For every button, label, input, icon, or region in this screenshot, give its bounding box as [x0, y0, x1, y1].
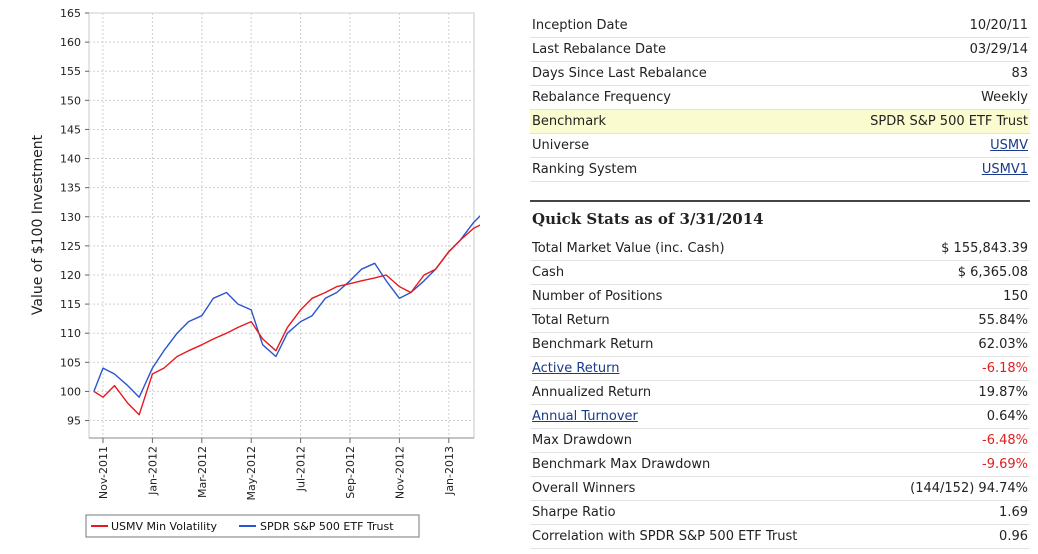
stat-value: -9.69%: [982, 457, 1028, 472]
y-axis: 95 100 105 110 115 120 125 130 135 140 145 150 155 16…: [60, 7, 89, 428]
active-return-link[interactable]: Active Return: [532, 361, 620, 376]
grid-lines: [89, 12, 474, 438]
x-tick-label: Nov-2011: [97, 446, 110, 499]
stat-row-benchmark-max-drawdown: Benchmark Max Drawdown -9.69%: [530, 453, 1030, 477]
series-lines: [93, 214, 480, 416]
x-tick-label: Jan-2012: [146, 446, 159, 496]
plot-area: [88, 12, 475, 439]
info-label: Rebalance Frequency: [532, 90, 671, 105]
stat-value: 150: [1003, 289, 1028, 304]
stat-label: Annualized Return: [532, 385, 652, 400]
stat-value: 0.64%: [986, 409, 1028, 424]
quick-stats: Total Market Value (inc. Cash) $ 155,843…: [530, 237, 1030, 549]
info-row-rebalance-frequency: Rebalance Frequency Weekly: [530, 86, 1030, 110]
y-tick-label: 140: [60, 153, 81, 166]
stat-value: $ 155,843.39: [941, 241, 1028, 256]
info-value: 03/29/14: [969, 42, 1028, 57]
stat-label: Correlation with SPDR S&P 500 ETF Trust: [532, 529, 798, 544]
stat-label: Sharpe Ratio: [532, 505, 616, 520]
info-value: SPDR S&P 500 ETF Trust: [870, 114, 1028, 129]
x-tick-label: Nov-2012: [393, 446, 406, 499]
stat-row-total-market-value: Total Market Value (inc. Cash) $ 155,843…: [530, 237, 1030, 261]
info-row-benchmark: Benchmark SPDR S&P 500 ETF Trust: [530, 110, 1030, 134]
y-axis-label: Value of $100 Investment: [30, 134, 46, 315]
info-value: 83: [1011, 66, 1028, 81]
performance-chart: 95 100 105 110 115 120 125 130 135 140 145 150 155 16…: [0, 0, 480, 554]
stat-value: 0.96: [999, 529, 1028, 544]
y-tick-label: 95: [67, 415, 81, 428]
y-tick-label: 115: [60, 298, 81, 311]
stat-value: 55.84%: [978, 313, 1028, 328]
y-tick-label: 105: [60, 356, 81, 369]
universe-link[interactable]: USMV: [990, 138, 1028, 153]
stat-value: 62.03%: [978, 337, 1028, 352]
y-tick-label: 100: [60, 385, 81, 398]
info-label: Benchmark: [532, 114, 607, 129]
info-row-universe: Universe USMV: [530, 134, 1030, 158]
stat-label: Max Drawdown: [532, 433, 633, 448]
legend-label-usmv: USMV Min Volatility: [111, 520, 218, 533]
info-label: Days Since Last Rebalance: [532, 66, 707, 81]
stat-value: (144/152) 94.74%: [910, 481, 1028, 496]
x-axis: Nov-2011 Jan-2012 Mar-2012 May-2012 Jul-2012…: [89, 437, 474, 501]
stat-row-annualized-return: Annualized Return 19.87%: [530, 381, 1030, 405]
y-tick-label: 145: [60, 123, 81, 136]
y-tick-label: 110: [60, 327, 81, 340]
info-row-days-since-rebalance: Days Since Last Rebalance 83: [530, 62, 1030, 86]
stat-label: Number of Positions: [532, 289, 663, 304]
stat-label: Cash: [532, 265, 565, 280]
ranking-system-link[interactable]: USMV1: [981, 162, 1028, 177]
info-label: Last Rebalance Date: [532, 42, 667, 57]
x-tick-label: May-2012: [245, 446, 258, 501]
x-tick-label: Jul-2012: [295, 446, 308, 492]
info-label: Universe: [532, 138, 590, 153]
x-tick-label: Jan-2013: [443, 446, 456, 496]
quick-stats-title: Quick Stats as of 3/31/2014: [530, 200, 1030, 234]
y-tick-label: 150: [60, 94, 81, 107]
chart-svg: 95 100 105 110 115 120 125 130 135 140 145 150 155 16…: [30, 7, 480, 538]
info-value: Weekly: [981, 90, 1028, 105]
x-tick-label: Mar-2012: [196, 446, 209, 498]
info-row-inception-date: Inception Date 10/20/11: [530, 14, 1030, 38]
stat-row-total-return: Total Return 55.84%: [530, 309, 1030, 333]
portfolio-info: Inception Date 10/20/11 Last Rebalance D…: [530, 14, 1030, 182]
info-row-last-rebalance-date: Last Rebalance Date 03/29/14: [530, 38, 1030, 62]
stat-row-max-drawdown: Max Drawdown -6.48%: [530, 429, 1030, 453]
stat-row-correlation: Correlation with SPDR S&P 500 ETF Trust …: [530, 525, 1030, 549]
stat-row-active-return: Active Return -6.18%: [530, 357, 1030, 381]
stat-value: -6.18%: [982, 361, 1028, 376]
info-row-ranking-system: Ranking System USMV1: [530, 158, 1030, 182]
stat-row-number-of-positions: Number of Positions 150: [530, 285, 1030, 309]
legend-label-spy: SPDR S&P 500 ETF Trust: [260, 520, 394, 533]
stat-value: 1.69: [999, 505, 1028, 520]
y-tick-label: 155: [60, 65, 81, 78]
legend: USMV Min Volatility SPDR S&P 500 ETF Tru…: [85, 514, 420, 538]
stat-label: Benchmark Return: [532, 337, 654, 352]
stat-label: Overall Winners: [532, 481, 636, 496]
info-label: Inception Date: [532, 18, 628, 33]
y-tick-label: 120: [60, 269, 81, 282]
stat-row-cash: Cash $ 6,365.08: [530, 261, 1030, 285]
stat-row-benchmark-return: Benchmark Return 62.03%: [530, 333, 1030, 357]
stat-value: $ 6,365.08: [957, 265, 1028, 280]
stat-label: Total Return: [532, 313, 610, 328]
y-tick-label: 125: [60, 240, 81, 253]
y-tick-label: 130: [60, 211, 81, 224]
stat-row-overall-winners: Overall Winners (144/152) 94.74%: [530, 477, 1030, 501]
stat-value: 19.87%: [978, 385, 1028, 400]
stat-value: -6.48%: [982, 433, 1028, 448]
info-label: Ranking System: [532, 162, 638, 177]
stat-label: Benchmark Max Drawdown: [532, 457, 711, 472]
annual-turnover-link[interactable]: Annual Turnover: [532, 409, 638, 424]
x-tick-label: Sep-2012: [344, 446, 357, 499]
y-tick-label: 160: [60, 36, 81, 49]
stat-row-annual-turnover: Annual Turnover 0.64%: [530, 405, 1030, 429]
info-value: 10/20/11: [969, 18, 1028, 33]
stat-label: Total Market Value (inc. Cash): [532, 241, 725, 256]
y-tick-label: 135: [60, 182, 81, 195]
stat-row-sharpe-ratio: Sharpe Ratio 1.69: [530, 501, 1030, 525]
y-tick-label: 165: [60, 7, 81, 20]
series-line-usmv: [93, 224, 480, 416]
